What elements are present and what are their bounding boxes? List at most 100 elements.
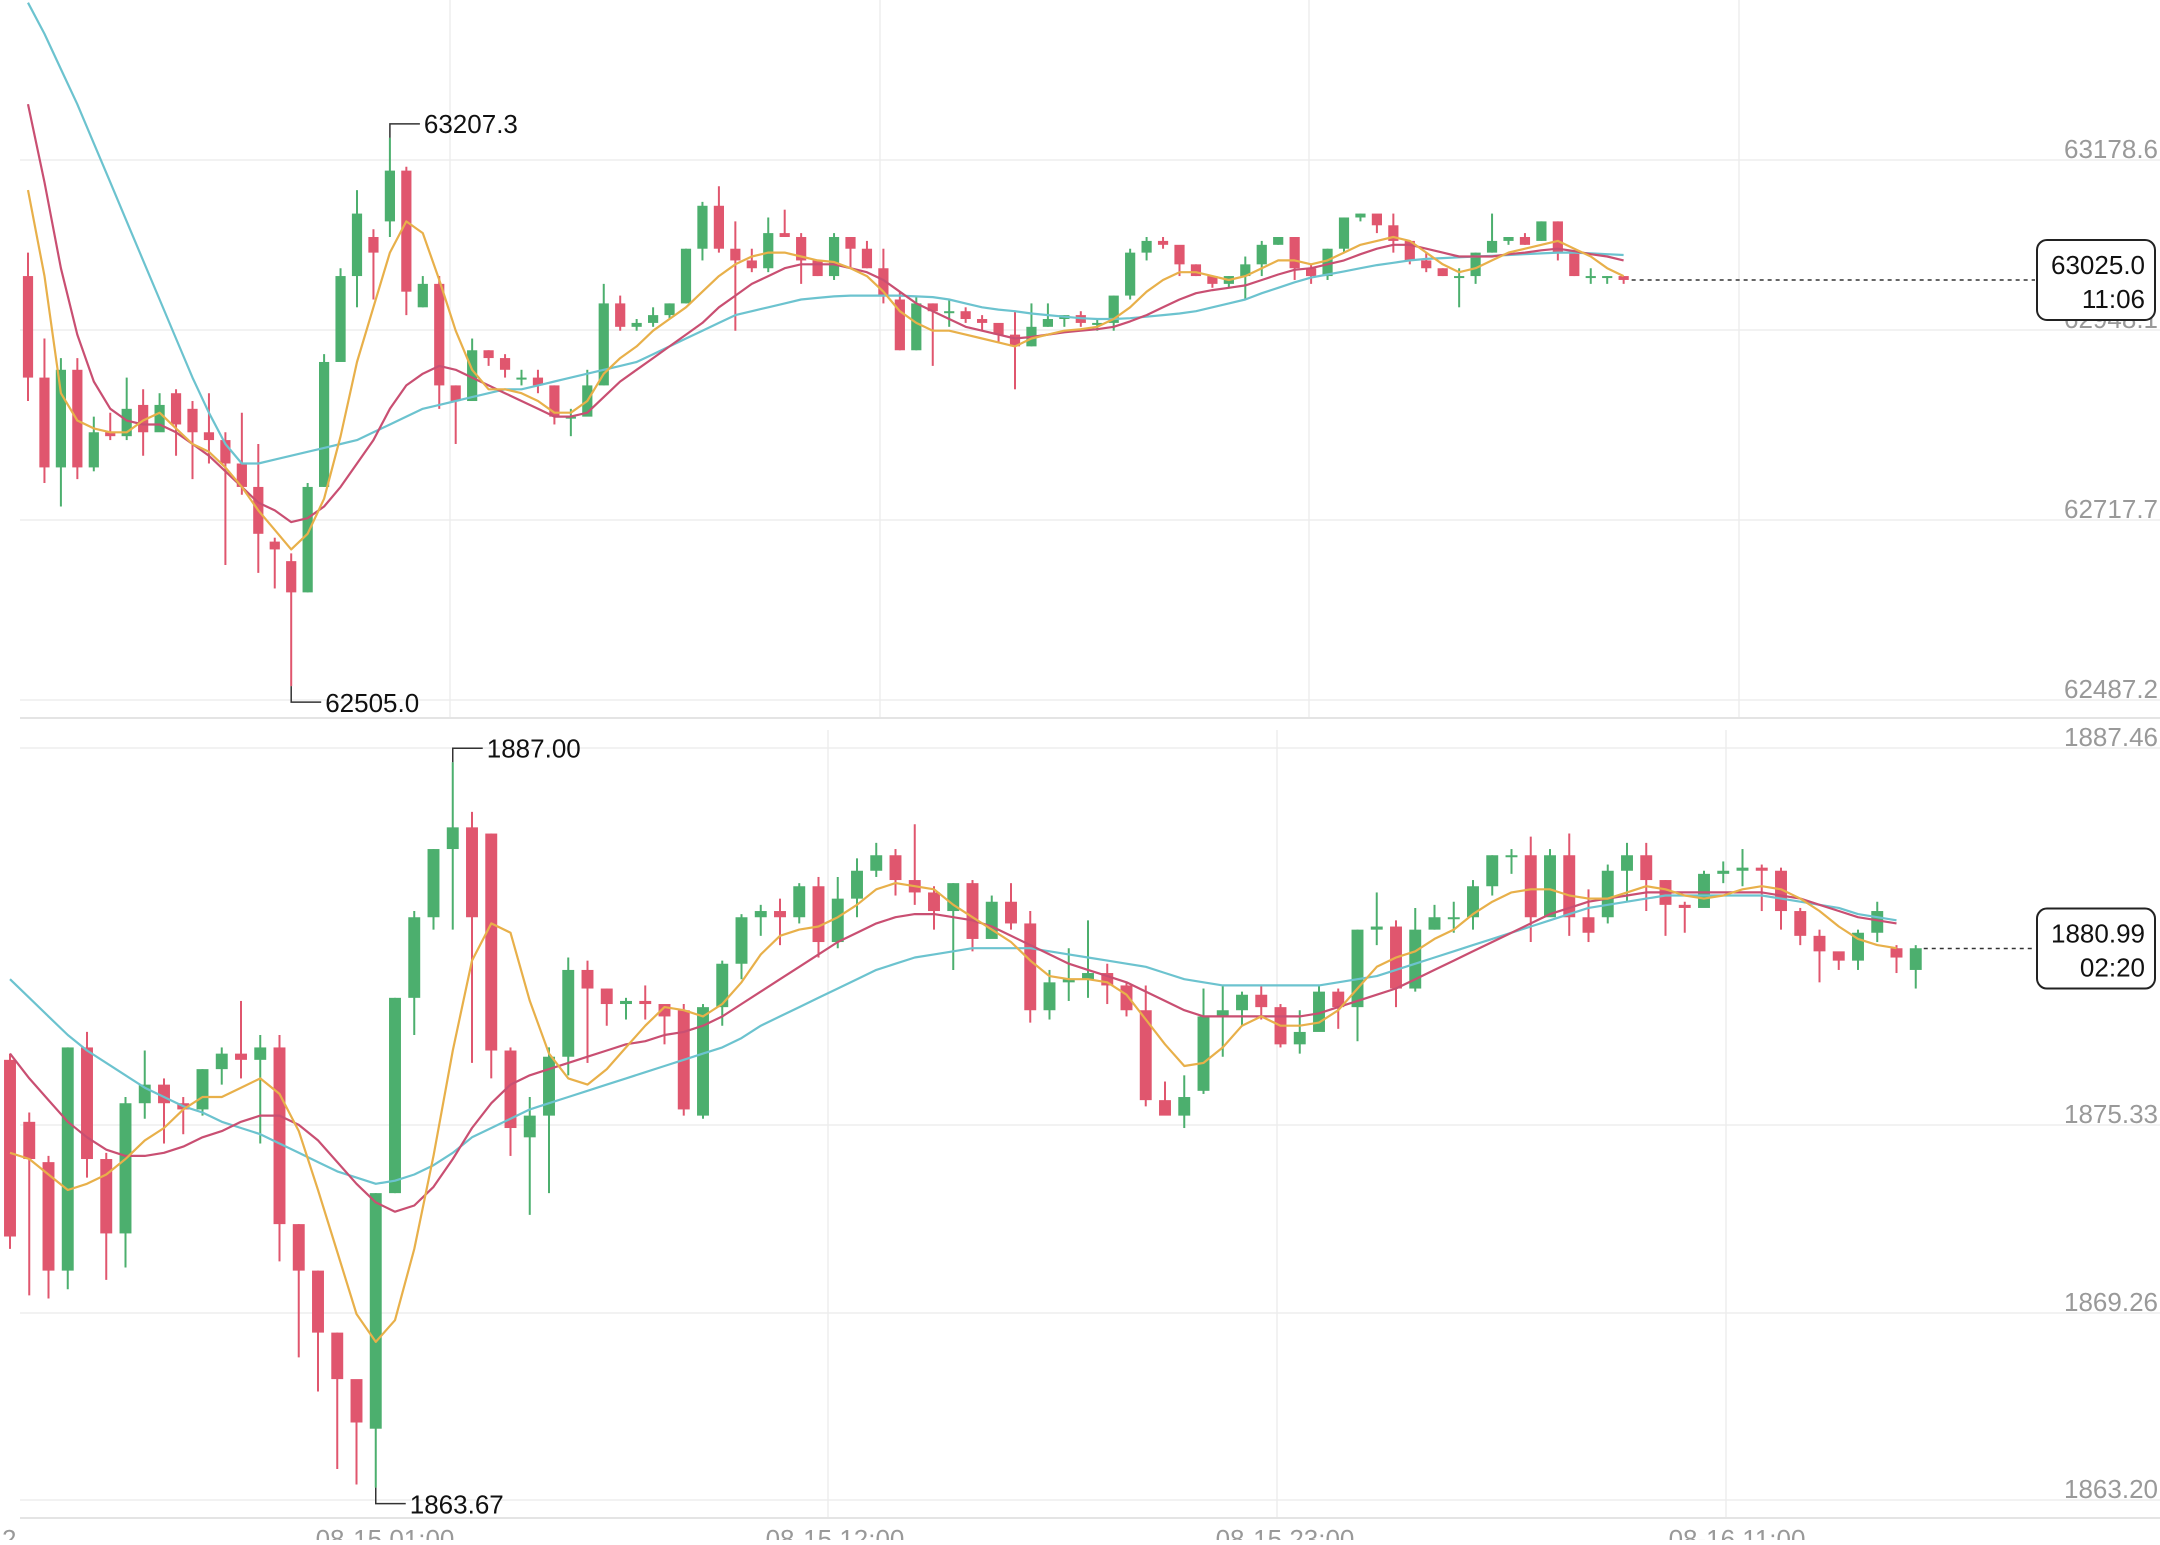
last-price-countdown: 11:06 — [2082, 284, 2145, 314]
candle-body — [598, 303, 609, 386]
candle-body — [138, 1084, 151, 1104]
candle-body — [639, 1000, 652, 1005]
candle-body — [658, 1004, 671, 1017]
candle-body — [1197, 1016, 1210, 1091]
y-tick-label: 1869.26 — [2064, 1287, 2158, 1317]
candle-body — [154, 404, 165, 433]
candle-body — [105, 432, 116, 437]
candle-body — [928, 892, 940, 912]
x-tick-label: 08-15 12:00 — [766, 1524, 905, 1540]
candle-body — [1157, 240, 1169, 245]
candle-body — [549, 385, 560, 417]
candle-body — [911, 303, 922, 351]
candle-body — [1101, 973, 1114, 986]
candle-body — [1813, 935, 1826, 952]
candle-body — [793, 886, 806, 918]
candle-body — [1178, 1097, 1191, 1116]
candle-body — [1120, 985, 1133, 1011]
candle-body — [1371, 213, 1382, 226]
candle-body — [408, 917, 421, 998]
candle-body — [966, 883, 979, 939]
last-price-value: 63025.0 — [2051, 250, 2145, 280]
candle-body — [1852, 932, 1864, 961]
candle-body — [1082, 973, 1094, 980]
candle-body — [927, 303, 938, 312]
candle-body — [1370, 926, 1383, 930]
ma-slow-line — [27, 2, 1624, 465]
candle-body — [730, 248, 741, 261]
low-label: 1863.67 — [410, 1490, 504, 1520]
high-marker — [452, 747, 483, 763]
ma-slow-line — [9, 894, 1897, 1185]
candle-body — [1794, 911, 1807, 936]
candle-body — [351, 213, 363, 277]
candle-body — [55, 369, 66, 468]
candle-body — [1544, 855, 1556, 918]
candle-body — [61, 1047, 74, 1271]
candle-body — [1678, 904, 1691, 908]
candle-body — [1409, 929, 1422, 989]
candle-body — [170, 393, 182, 425]
candle-body — [1355, 213, 1366, 218]
candle-body — [697, 205, 708, 249]
candle-body — [1640, 855, 1653, 881]
candle-body — [1428, 917, 1441, 930]
candle-body — [1159, 1100, 1171, 1116]
candle-body — [947, 883, 960, 912]
candle-body — [446, 827, 459, 850]
candle-body — [1519, 237, 1531, 245]
candle-body — [754, 911, 767, 918]
candle-body — [215, 1053, 228, 1070]
candle-body — [369, 1193, 382, 1429]
candle-body — [1108, 295, 1119, 323]
candle-body — [523, 1115, 536, 1138]
candle-body — [1240, 264, 1251, 277]
candle-body — [1293, 1031, 1306, 1045]
candle-body — [1437, 268, 1448, 277]
last-price-box — [2036, 907, 2156, 990]
candle-body — [39, 377, 50, 468]
candle-body — [1909, 948, 1922, 970]
candle-body — [81, 1047, 93, 1160]
candle-body — [1322, 248, 1333, 277]
candle-body — [236, 463, 247, 487]
candle-body — [1470, 252, 1481, 277]
candle-body — [389, 997, 401, 1194]
candle-body — [735, 917, 748, 964]
candle-body — [220, 440, 231, 464]
candle-body — [1190, 264, 1202, 277]
candle-body — [1139, 1010, 1152, 1101]
candle-body — [121, 408, 132, 437]
candle-body — [450, 385, 461, 402]
high-label: 63207.3 — [424, 109, 518, 139]
candle-body — [196, 1069, 209, 1110]
candle-body — [543, 1056, 555, 1116]
candle-body — [499, 358, 511, 370]
candle-body — [1421, 260, 1432, 269]
candle-body — [562, 969, 575, 1057]
ma-mid-line — [9, 891, 1897, 1213]
candle-body — [119, 1103, 132, 1234]
candle-body — [1332, 991, 1345, 1008]
candle-body — [1618, 276, 1629, 280]
candle-body — [1092, 322, 1103, 325]
candle-body — [1755, 867, 1768, 871]
candle-body — [1505, 855, 1518, 858]
last-price-value: 1880.99 — [2051, 919, 2145, 949]
candle-body — [1351, 929, 1364, 1008]
last-price-box — [2036, 238, 2156, 321]
candle-body — [504, 1050, 517, 1129]
candle-body — [1871, 911, 1884, 933]
y-tick-label: 1875.33 — [2064, 1099, 2158, 1129]
candle-body — [292, 1224, 305, 1271]
x-tick-label: 08-15 01:00 — [316, 1524, 455, 1540]
candle-body — [138, 404, 149, 433]
candle-body — [1009, 334, 1021, 347]
candle-body — [1255, 994, 1268, 1008]
candle-body — [581, 969, 594, 989]
candle-body — [485, 833, 498, 1051]
ma-mid-line — [26, 103, 1624, 524]
ma-fast-line — [26, 189, 1625, 551]
